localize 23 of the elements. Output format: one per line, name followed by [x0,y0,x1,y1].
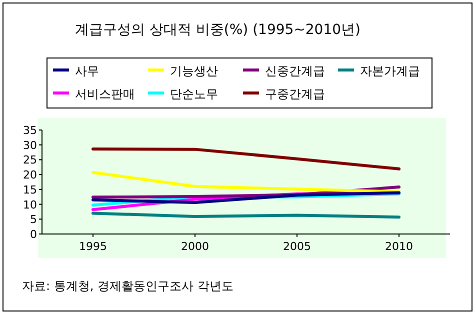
line-series [92,170,400,194]
chart-title: 계급구성의 상대적 비중(%) (1995~2010년) [75,22,360,38]
x-tick-label: 2010 [385,240,413,253]
legend-label: 신중간계급 [265,64,325,78]
y-tick-label: 25 [23,154,37,167]
legend-label: 자본가계급 [360,64,420,78]
x-tick-label: 2005 [283,240,311,253]
y-tick-label: 0 [30,228,37,241]
legend-label: 기능생산 [170,64,218,78]
y-tick-label: 35 [23,124,37,137]
y-tick-label: 10 [23,198,37,212]
line-series [92,148,400,170]
y-tick-label: 15 [23,183,37,196]
y-tick-label: 20 [23,168,37,182]
x-tick-label: 1995 [79,240,107,253]
y-tick-label: 5 [30,213,37,226]
x-tick-label: 2000 [181,240,209,253]
text: 자료: 통계청, 경제활동인구조사 각년도 [22,279,234,293]
legend-label: 단순노무 [170,87,218,101]
legend-label: 서비스판매 [75,87,135,101]
legend-label: 사무 [75,64,99,78]
y-tick-label: 30 [23,138,37,152]
legend-label: 구중간계급 [265,87,325,101]
